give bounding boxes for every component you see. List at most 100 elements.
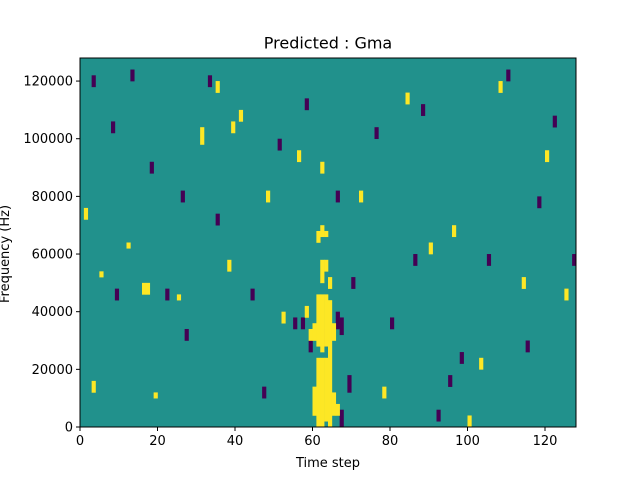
heatmap-cell-low [552, 115, 557, 128]
heatmap-cell-high [452, 225, 457, 238]
heatmap-cell-high [324, 357, 329, 422]
heatmap-cell-low [572, 254, 577, 266]
y-tick-label: 60000 [32, 248, 73, 263]
heatmap-cell-high [83, 207, 89, 220]
heatmap-cell-high [176, 294, 182, 301]
heatmap-cell-low [486, 254, 492, 266]
heatmap-cell-low [293, 317, 298, 330]
x-tick-label: 100 [455, 434, 480, 449]
heatmap-cell-high [266, 190, 271, 203]
y-tick-label: 80000 [32, 190, 73, 205]
heatmap-cell-low [351, 277, 356, 289]
heatmap-cell-high [331, 392, 337, 416]
heatmap-cell-low [537, 196, 542, 209]
heatmap-cell-low [91, 75, 96, 88]
heatmap-cell-low [114, 288, 120, 301]
heatmap-cell-high [382, 386, 387, 399]
heatmap-cell-high [281, 311, 286, 324]
heatmap-cell-high [324, 259, 329, 272]
heatmap-cell-high [145, 282, 151, 295]
heatmap-cell-high [498, 81, 503, 93]
heatmap-cell-high [297, 150, 302, 163]
x-tick-label: 60 [304, 434, 321, 449]
y-tick-label: 0 [65, 421, 73, 436]
heatmap-cell-high [428, 242, 433, 255]
heatmap-cell-high [328, 277, 333, 289]
heatmap-cell-high [308, 328, 313, 341]
heatmap-cell-low [525, 340, 530, 353]
heatmap-cell-low [111, 121, 116, 134]
y-axis: 0 20000 40000 60000 80000 100000 120000 [23, 75, 80, 436]
heatmap-cell-low [506, 69, 511, 82]
heatmap-cell-high [320, 259, 325, 284]
heatmap-cell-low [390, 317, 395, 330]
heatmap-cell-high [320, 161, 325, 174]
y-axis-label: Frequency (Hz) [0, 205, 13, 303]
heatmap-cell-high [231, 121, 236, 134]
y-tick-label: 40000 [32, 305, 73, 320]
heatmap-cell-high [479, 357, 484, 370]
heatmap-cell-high [312, 323, 317, 341]
heatmap-cell-high [335, 403, 340, 416]
heatmap-cell-low [448, 375, 453, 387]
heatmap-cell-high [467, 415, 472, 428]
heatmap-cell-low [421, 104, 426, 116]
heatmap-cell-low [413, 254, 418, 266]
heatmap-cell-high [328, 340, 333, 428]
x-tick-label: 40 [227, 434, 244, 449]
heatmap-cell-high [328, 300, 333, 341]
heatmap-cell-high [153, 392, 158, 399]
heatmap-cell-high [359, 190, 364, 203]
heatmap-cell-low [277, 138, 282, 151]
heatmap-cell-low [459, 352, 464, 364]
heatmap-cell-low [347, 375, 352, 393]
heatmap-cell-high [316, 294, 321, 347]
heatmap-cell-low [335, 190, 340, 203]
heatmap-cell-high [316, 230, 321, 243]
heatmap-cell-low [180, 190, 185, 203]
x-axis-label: Time step [295, 456, 360, 471]
heatmap-cell-high [405, 92, 410, 105]
y-tick-label: 120000 [23, 75, 73, 90]
heatmap-cell-high [304, 305, 309, 318]
heatmap-cell-high [126, 242, 131, 249]
heatmap-cell-low [207, 75, 213, 88]
heatmap-cell-high [316, 357, 321, 428]
x-tick-label: 120 [533, 434, 558, 449]
x-tick-label: 80 [382, 434, 399, 449]
heatmap-cell-low [339, 317, 344, 336]
heatmap-cell-low [130, 69, 135, 82]
heatmap-cell-high [312, 386, 317, 416]
heatmap-cell-high [324, 230, 329, 238]
heatmap-cell-low [215, 213, 220, 226]
heatmap-cell-low [335, 311, 340, 330]
heatmap-cell-high [142, 282, 147, 295]
heatmap-cell-low [262, 386, 267, 399]
heatmap-cell-low [149, 161, 154, 174]
x-tick-label: 0 [76, 434, 84, 449]
x-axis: 0 20 40 60 80 100 120 [76, 427, 558, 449]
heatmap-cell-high [215, 81, 220, 93]
heatmap-cell-high [99, 271, 104, 278]
x-tick-label: 20 [149, 434, 166, 449]
heatmap-cell-low [339, 409, 344, 428]
plot-frame [79, 57, 577, 428]
heatmap-cell-high [320, 225, 325, 238]
heatmap-cell-high [238, 109, 244, 122]
heatmap-cell-low [165, 288, 170, 301]
y-tick-label: 20000 [32, 363, 73, 378]
heatmap-cell-high [331, 323, 337, 341]
heatmap-cell-high [320, 294, 325, 353]
heatmap-cell-low [304, 98, 309, 111]
heatmap-cell-low [308, 340, 313, 353]
heatmap-cell-high [227, 259, 232, 272]
heatmap-cell-low [436, 409, 441, 422]
heatmap-cell-high [564, 288, 569, 301]
heatmap-cell-high [521, 277, 526, 289]
heatmap-cell-high [545, 150, 550, 163]
heatmap-cell-low [374, 127, 379, 140]
heatmap-cell-high [320, 357, 325, 428]
heatmap-cell-low [184, 328, 189, 341]
chart-title: Predicted : Gma [264, 34, 392, 53]
plot-area [80, 58, 577, 428]
